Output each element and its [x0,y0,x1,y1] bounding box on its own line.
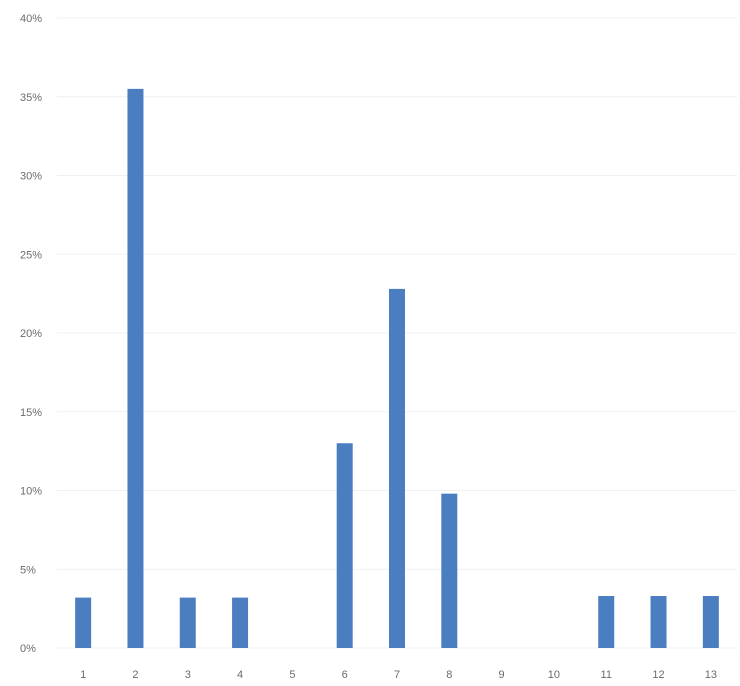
y-tick-label: 20% [20,328,42,340]
x-tick-label: 8 [446,669,452,681]
bar-12 [650,596,667,648]
y-tick-label: 40% [20,13,42,25]
y-tick-label: 5% [20,564,36,576]
x-tick-label: 3 [185,669,191,681]
x-tick-label: 4 [237,669,243,681]
x-axis: 1 2 3 4 5 6 7 8 9 10 11 12 13 [80,669,717,681]
x-tick-label: 2 [132,669,138,681]
bar-1 [75,597,92,648]
y-tick-label: 35% [20,92,42,104]
y-tick-label: 25% [20,249,42,261]
bar-8 [441,493,458,648]
bar-2 [127,88,144,648]
x-tick-label: 9 [499,669,505,681]
bar-4 [232,597,249,648]
x-tick-label: 5 [289,669,295,681]
x-tick-label: 11 [601,669,612,681]
bar-3 [179,597,196,648]
bar-6 [336,443,353,648]
y-tick-label: 10% [20,486,42,498]
x-tick-label: 6 [342,669,348,681]
y-tick-label: 30% [20,171,42,183]
y-tick-label: 15% [20,407,42,419]
x-tick-label: 13 [705,669,717,681]
bar-7 [389,288,405,648]
y-axis: 0% 5% 10% 15% 20% 25% 30% 35% 40% [20,13,42,655]
y-tick-label: 0% [20,643,36,655]
bar-13 [702,596,719,648]
x-tick-label: 7 [394,669,400,681]
x-tick-label: 10 [548,669,560,681]
bar-11 [598,596,615,648]
x-tick-label: 12 [652,669,664,681]
x-tick-label: 1 [80,669,86,681]
bars [75,88,719,648]
